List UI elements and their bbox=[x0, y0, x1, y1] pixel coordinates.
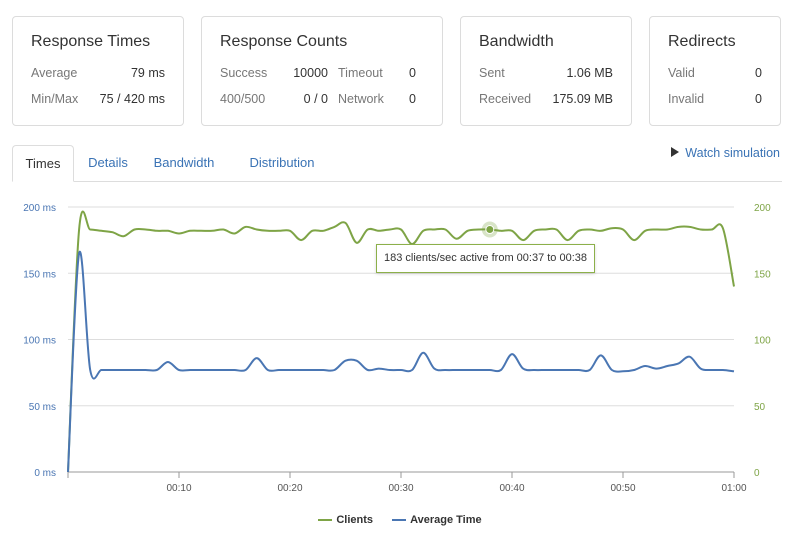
chart-tooltip: 183 clients/sec active from 00:37 to 00:… bbox=[376, 244, 596, 273]
legend-clients[interactable]: Clients bbox=[318, 514, 373, 526]
chart-series bbox=[67, 210, 735, 473]
timeout-label: Timeout bbox=[338, 66, 383, 80]
y-left-tick-label: 150 ms bbox=[23, 269, 56, 280]
x-tick-label: 00:10 bbox=[166, 483, 191, 494]
success-label: Success bbox=[220, 66, 268, 80]
invalid-label: Invalid bbox=[668, 92, 705, 106]
valid-value: 0 bbox=[755, 66, 762, 80]
x-tick-label: 00:40 bbox=[499, 483, 524, 494]
sent-value: 1.06 MB bbox=[566, 66, 613, 80]
redirects-card: Redirects Valid 0 Invalid 0 bbox=[649, 16, 781, 126]
response-times-card: Response Times Average 79 ms Min/Max 75 … bbox=[12, 16, 184, 126]
card-title: Response Times bbox=[31, 33, 151, 50]
x-tick-label: 00:50 bbox=[610, 483, 635, 494]
received-label: Received bbox=[479, 92, 532, 106]
card-title: Bandwidth bbox=[479, 33, 554, 50]
chart-legend: Clients Average Time bbox=[0, 514, 800, 526]
valid-label: Valid bbox=[668, 66, 695, 80]
received-value: 175.09 MB bbox=[552, 92, 613, 106]
y-left-tick-label: 0 ms bbox=[34, 468, 56, 479]
legend-clients-label: Clients bbox=[336, 514, 374, 526]
tab-times[interactable]: Times bbox=[12, 145, 74, 182]
watch-simulation-label: Watch simulation bbox=[685, 146, 780, 160]
sent-label: Sent bbox=[479, 66, 505, 80]
card-title: Response Counts bbox=[220, 33, 348, 50]
min-max-value: 75 / 420 ms bbox=[99, 92, 165, 106]
legend-average-time-swatch bbox=[392, 519, 407, 522]
legend-average-time-label: Average Time bbox=[410, 514, 482, 526]
x-tick-label: 00:20 bbox=[277, 483, 302, 494]
legend-clients-swatch bbox=[318, 519, 333, 522]
card-title: Redirects bbox=[668, 33, 736, 50]
y-right-tick-label: 200 bbox=[754, 203, 771, 214]
clients-series-line bbox=[67, 210, 735, 473]
bandwidth-card: Bandwidth Sent 1.06 MB Received 175.09 M… bbox=[460, 16, 632, 126]
x-tick-label: 01:00 bbox=[721, 483, 746, 494]
average-time-series-line bbox=[67, 250, 735, 473]
legend-average-time[interactable]: Average Time bbox=[392, 514, 482, 526]
y-right-tick-label: 150 bbox=[754, 269, 771, 280]
tab-distribution[interactable]: Distribution bbox=[249, 155, 315, 170]
y-right-tick-label: 100 bbox=[754, 336, 771, 347]
tab-details[interactable]: Details bbox=[88, 155, 128, 170]
play-icon bbox=[671, 147, 680, 157]
y-right-tick-label: 50 bbox=[754, 402, 766, 413]
watch-simulation-link[interactable]: Watch simulation bbox=[671, 146, 780, 160]
y-left-tick-label: 50 ms bbox=[29, 402, 56, 413]
errors-value: 0 / 0 bbox=[303, 92, 328, 106]
y-left-tick-label: 100 ms bbox=[23, 336, 56, 347]
tab-bandwidth[interactable]: Bandwidth bbox=[153, 155, 215, 170]
chart-marker bbox=[481, 221, 498, 238]
invalid-value: 0 bbox=[755, 92, 762, 106]
average-value: 79 ms bbox=[130, 66, 165, 80]
average-label: Average bbox=[31, 66, 78, 80]
chart-axes: 0 ms 0 50 ms 50 100 ms 100 150 ms 150 200 ms 200 0… bbox=[23, 203, 771, 494]
hover-point bbox=[485, 225, 495, 235]
y-left-tick-label: 200 ms bbox=[23, 203, 56, 214]
tab-bar: Times Details Bandwidth Distribution bbox=[12, 145, 782, 182]
network-label: Network bbox=[338, 92, 384, 106]
min-max-label: Min/Max bbox=[31, 92, 79, 106]
response-counts-card: Response Counts Success 10000 Timeout 0 … bbox=[201, 16, 443, 126]
errors-label: 400/500 bbox=[220, 92, 266, 106]
y-right-tick-label: 0 bbox=[754, 468, 760, 479]
network-value: 0 bbox=[409, 92, 416, 106]
success-value: 10000 bbox=[293, 66, 328, 80]
x-tick-label: 00:30 bbox=[388, 483, 413, 494]
timeout-value: 0 bbox=[409, 66, 416, 80]
